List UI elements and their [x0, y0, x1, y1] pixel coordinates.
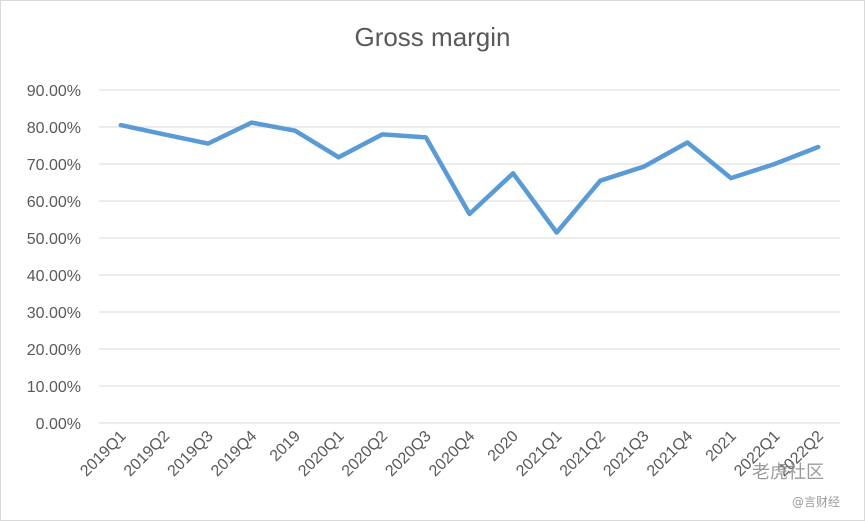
y-axis-labels: 90.00% 80.00% 70.00% 60.00% 50.00% 40.00% 30.0…	[27, 83, 81, 433]
x-tick-label: 2019Q1	[77, 428, 129, 480]
x-tick-label: 2021Q1	[513, 428, 565, 480]
y-tick-label: 30.00%	[27, 305, 81, 322]
y-tick-label: 80.00%	[27, 120, 81, 137]
x-tick-label: 2021Q3	[600, 428, 652, 480]
y-tick-label: 20.00%	[27, 342, 81, 359]
x-tick-label: 2019	[267, 428, 304, 465]
gridlines	[99, 89, 840, 424]
x-tick-label: 2021Q2	[557, 428, 609, 480]
x-tick-label: 2021	[703, 428, 740, 465]
x-tick-label: 2020Q3	[382, 428, 434, 480]
watermark-sub: @言财经	[792, 495, 841, 509]
series-group	[118, 120, 821, 235]
x-tick-label: 2019Q4	[208, 428, 260, 480]
y-tick-label: 50.00%	[27, 231, 81, 248]
chart-title: Gross margin	[354, 22, 511, 52]
y-tick-label: 60.00%	[27, 194, 81, 211]
y-tick-label: 10.00%	[27, 379, 81, 396]
y-tick-label: 0.00%	[36, 416, 81, 433]
y-tick-label: 40.00%	[27, 268, 81, 285]
x-tick-label: 2020	[485, 428, 522, 465]
x-tick-label: 2020Q1	[295, 428, 347, 480]
series-line	[118, 120, 821, 235]
watermark-main: 老虎社区	[752, 462, 824, 483]
x-tick-label: 2019Q2	[121, 428, 173, 480]
x-tick-label: 2020Q2	[339, 428, 391, 480]
x-tick-label: 2020Q4	[426, 428, 478, 480]
y-tick-label: 70.00%	[27, 157, 81, 174]
x-tick-label: 2021Q4	[644, 428, 696, 480]
x-tick-label: 2019Q3	[165, 428, 217, 480]
y-tick-label: 90.00%	[27, 83, 81, 100]
